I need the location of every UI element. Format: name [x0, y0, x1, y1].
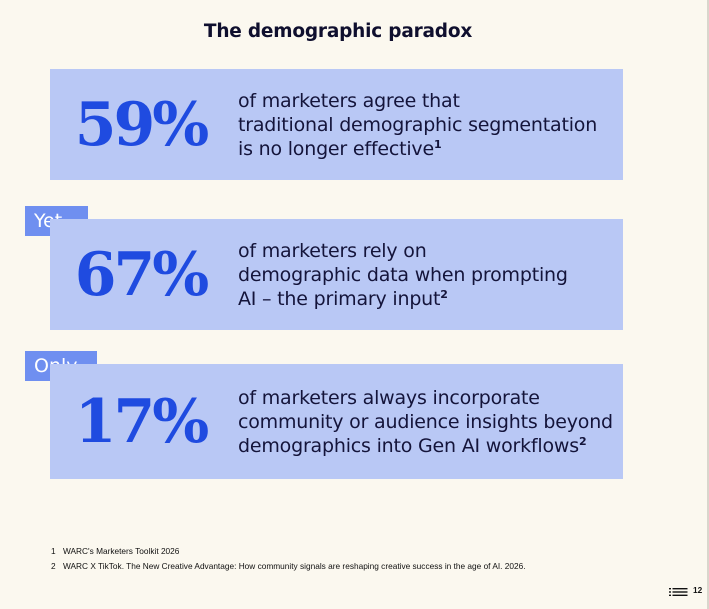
stat-line-last: demographics into Gen AI workflows2	[238, 434, 618, 458]
stat-line: of marketers always incorporate	[238, 386, 540, 409]
page-edge	[707, 0, 709, 609]
stat-line-last: is no longer effective1	[238, 137, 618, 161]
stat-line: AI – the primary input	[238, 287, 441, 310]
footnote-reference[interactable]: 2	[578, 434, 587, 448]
page-number: 12	[693, 585, 703, 595]
footnote-number: 2	[51, 560, 56, 571]
stat-value: 17%	[74, 386, 210, 457]
footnote-number: 1	[51, 546, 56, 556]
stat-description: of marketers rely on demographic data wh…	[238, 239, 618, 311]
stat-line-last: AI – the primary input2	[238, 287, 618, 311]
stat-card-59: 59% of marketers agree that traditional …	[50, 69, 623, 180]
stat-card-67: 67% of marketers rely on demographic dat…	[50, 219, 623, 330]
footnote-text: WARC X TikTok. The New Creative Advantag…	[63, 560, 526, 571]
stat-value: 67%	[74, 239, 210, 310]
footnote: 2 WARC X TikTok. The New Creative Advanta…	[51, 559, 526, 574]
footnote-text: WARC's Marketers Toolkit 2026	[63, 546, 180, 556]
stat-description: of marketers agree that traditional demo…	[238, 89, 618, 161]
stat-line: demographics into Gen AI workflows	[238, 434, 579, 457]
footnote-reference[interactable]: 1	[433, 137, 442, 151]
footnotes: 1 WARC's Marketers Toolkit 2026 2 WARC X T…	[51, 544, 526, 573]
stat-card-17: 17% of marketers always incorporate comm…	[50, 364, 623, 479]
footnote: 1 WARC's Marketers Toolkit 2026	[51, 544, 526, 559]
page-title: The demographic paradox	[203, 21, 473, 42]
stat-line: of marketers agree that	[238, 89, 460, 112]
stat-line: community or audience insights beyond	[238, 410, 613, 433]
stat-line: is no longer effective	[238, 137, 434, 160]
stat-value: 59%	[74, 89, 210, 160]
stat-description: of marketers always incorporate communit…	[238, 386, 618, 458]
stat-line: traditional demographic segmentation	[238, 113, 598, 136]
footnote-reference[interactable]: 2	[440, 287, 448, 301]
stat-line: demographic data when prompting	[238, 263, 568, 286]
list-icon[interactable]	[669, 588, 689, 596]
stat-line: of marketers rely on	[238, 239, 427, 262]
